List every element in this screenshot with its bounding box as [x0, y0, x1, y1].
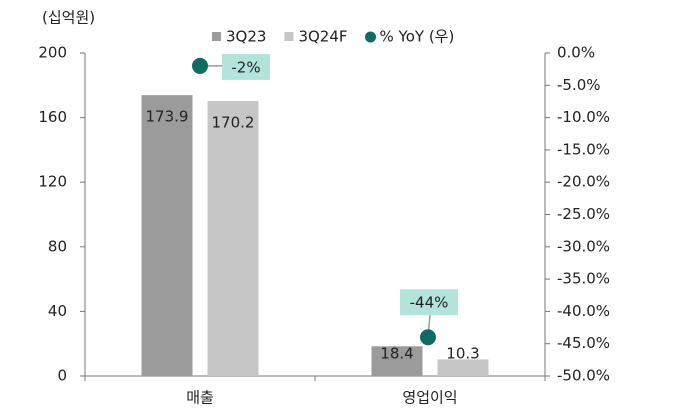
bar	[141, 95, 193, 377]
y-tick-label: 120	[38, 173, 67, 191]
y-tick-label: 0	[57, 367, 67, 385]
y-tick-label: 80	[48, 237, 67, 255]
y2-tick-label: -35.0%	[557, 270, 610, 288]
y2-tick-label: 0.0%	[557, 44, 595, 62]
bar	[371, 346, 423, 376]
y2-tick-label: -45.0%	[557, 334, 610, 352]
legend-label: 3Q24F	[298, 28, 347, 46]
bar	[437, 359, 489, 376]
callout-box	[222, 53, 270, 80]
y-tick-label: 160	[38, 108, 67, 126]
bar-value-label: 173.9	[146, 108, 189, 126]
yoy-label: -2%	[231, 58, 260, 76]
y2-tick-label: -10.0%	[557, 108, 610, 126]
legend-marker	[365, 31, 377, 43]
y2-tick-label: -5.0%	[557, 76, 601, 94]
y2-tick-label: -30.0%	[557, 237, 610, 255]
y2-tick-label: -25.0%	[557, 205, 610, 223]
y2-tick-label: -15.0%	[557, 140, 610, 158]
callout-box	[400, 289, 458, 316]
y-tick-label: 40	[48, 302, 67, 320]
bar-value-label: 170.2	[212, 114, 255, 132]
bar-value-label: 18.4	[380, 345, 413, 363]
unit-label: (십억원)	[42, 9, 95, 27]
yoy-point	[420, 329, 436, 346]
x-tick-label: 영업이익	[402, 389, 457, 407]
y2-tick-label: -40.0%	[557, 302, 610, 320]
legend-label: % YoY (우)	[380, 28, 455, 46]
y2-tick-label: -20.0%	[557, 173, 610, 191]
y-tick-label: 200	[38, 44, 67, 62]
x-tick-label: 매출	[186, 389, 214, 407]
bar	[207, 101, 259, 376]
bar-value-label: 10.3	[446, 345, 479, 363]
yoy-point	[192, 57, 208, 74]
yoy-label: -44%	[410, 294, 449, 312]
legend-marker	[212, 32, 221, 41]
legend-label: 3Q23	[226, 28, 266, 46]
y2-tick-label: -50.0%	[557, 367, 610, 385]
legend-marker	[284, 32, 294, 41]
